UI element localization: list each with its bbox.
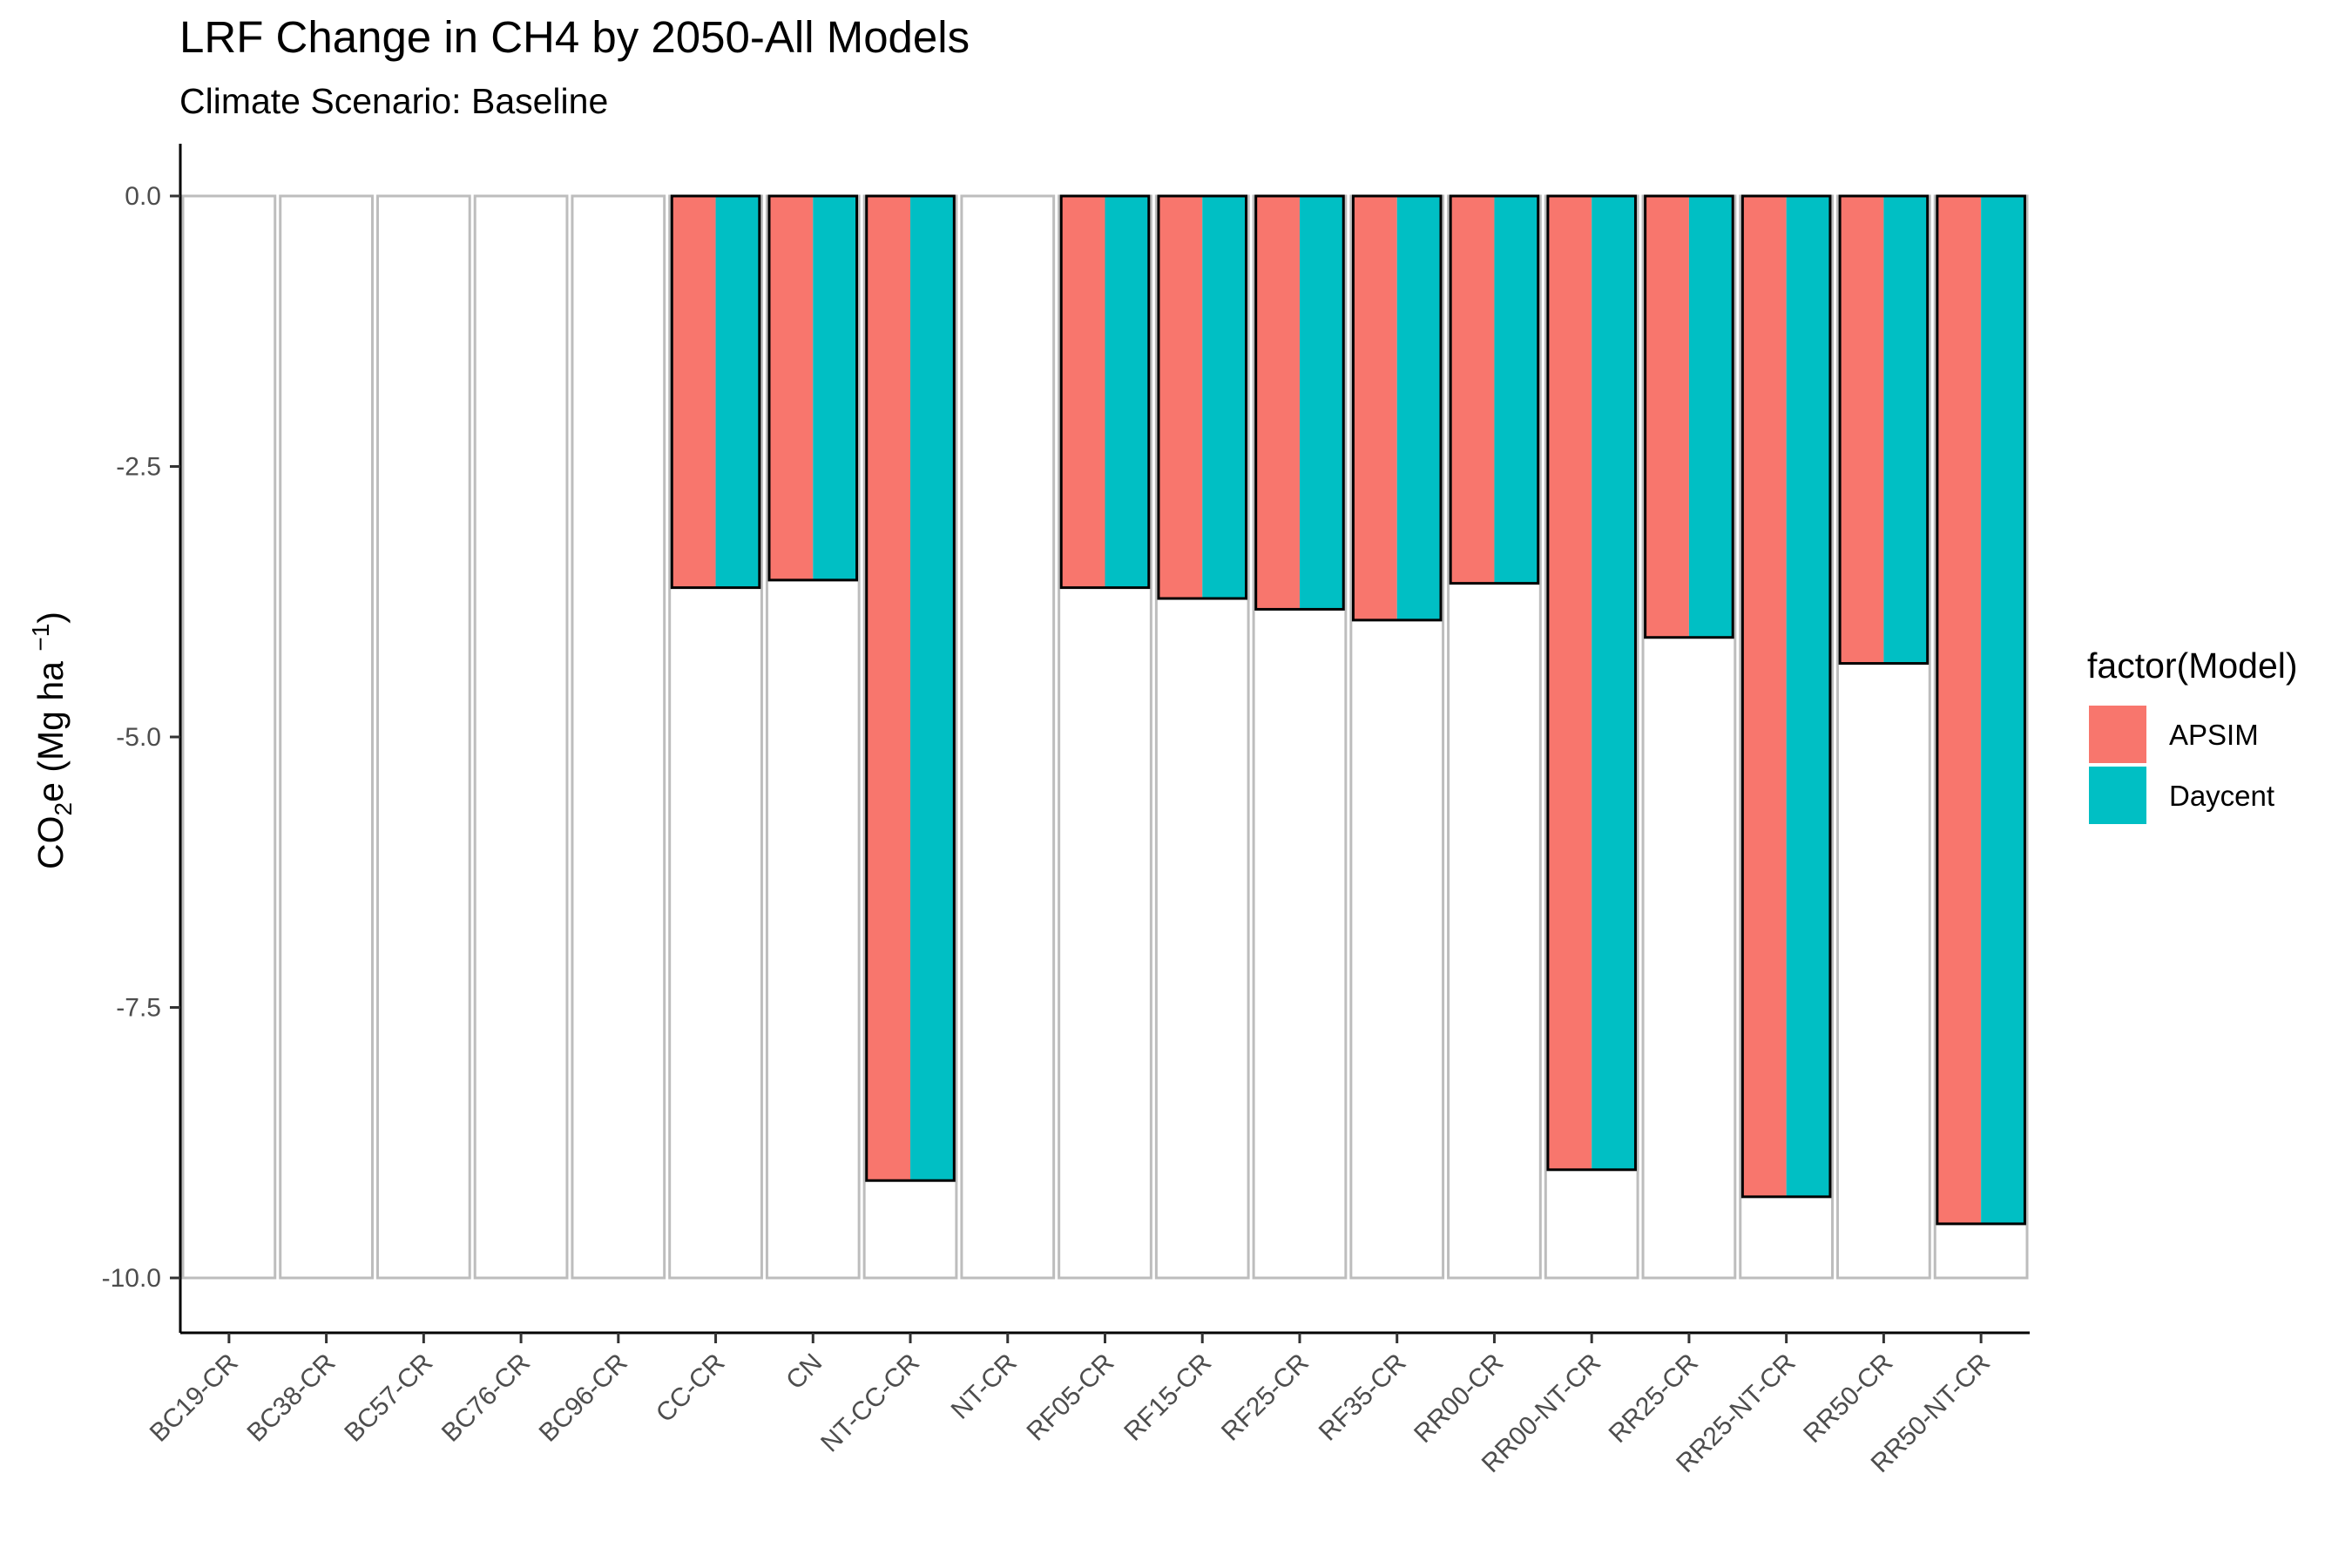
- bar-daycent-RR25-CR: [1688, 196, 1734, 638]
- legend-key-apsim: [2089, 706, 2146, 763]
- legend-label-daycent: Daycent: [2169, 780, 2274, 812]
- bar-apsim-RR50-NT-CR: [1936, 196, 1982, 1224]
- x-tick-label: BC76-CR: [436, 1348, 536, 1448]
- panel-BC38-CR: [279, 194, 374, 1280]
- legend-key-daycent: [2089, 767, 2146, 824]
- panel-BC76-CR: [473, 194, 569, 1280]
- x-tick-label: RF25-CR: [1216, 1348, 1315, 1447]
- bar-outline-RF15-CR: [1157, 194, 1248, 600]
- bar-daycent-RR50-CR: [1883, 196, 1928, 664]
- legend-items: APSIM Daycent: [2089, 706, 2274, 824]
- bar-outline-RR00-CR: [1449, 194, 1540, 585]
- panel-BC96-CR: [571, 194, 666, 1280]
- bar-outline-NT-CC-CR: [865, 194, 956, 1182]
- x-tick-label: RF15-CR: [1119, 1348, 1217, 1447]
- bar-daycent-NT-CC-CR: [910, 196, 955, 1181]
- bar-outline-RR25-NT-CR: [1740, 194, 1832, 1199]
- bar-apsim-RR00-CR: [1450, 196, 1495, 584]
- panel-BC57-CR: [375, 194, 471, 1280]
- x-tick-label: RR00-CR: [1409, 1348, 1509, 1449]
- y-tick-label: -2.5: [116, 453, 161, 482]
- x-tick-label: RF05-CR: [1022, 1348, 1120, 1447]
- bar-daycent-RF35-CR: [1396, 196, 1441, 620]
- y-tick-labels: 0.0 -2.5 -5.0 -7.5 -10.0: [102, 182, 180, 1293]
- bar-apsim-RF35-CR: [1353, 196, 1397, 620]
- bar-apsim-CN: [769, 196, 814, 580]
- bar-apsim-RF15-CR: [1158, 196, 1203, 599]
- bar-daycent-RR50-NT-CR: [1981, 196, 2025, 1224]
- bar-apsim-RR00-NT-CR: [1547, 196, 1592, 1170]
- x-tick-label: RR25-CR: [1604, 1348, 1704, 1449]
- panel-BC19-CR: [181, 194, 277, 1280]
- x-tick-label: RF35-CR: [1314, 1348, 1412, 1447]
- x-tick-label: CN: [781, 1348, 828, 1396]
- bar-apsim-NT-CC-CR: [866, 196, 911, 1181]
- x-tick-label: NT-CC-CR: [815, 1348, 925, 1458]
- y-tick-label: -10.0: [102, 1264, 161, 1293]
- chart-subtitle: Climate Scenario: Baseline: [179, 81, 608, 121]
- bar-outline-CC-CR: [670, 194, 761, 590]
- bar-outline-RR50-CR: [1838, 194, 1930, 666]
- bar-daycent-RR00-CR: [1494, 196, 1538, 584]
- y-tick-label: 0.0: [125, 182, 161, 211]
- bar-daycent-RF05-CR: [1105, 196, 1149, 588]
- legend-title: factor(Model): [2087, 645, 2298, 686]
- x-tick-label: BC19-CR: [145, 1348, 244, 1448]
- bar-outline-RR25-CR: [1644, 194, 1734, 639]
- panel-outline: [181, 194, 2029, 1280]
- panel-NT-CR: [960, 194, 1056, 1280]
- bar-daycent-CN: [813, 196, 857, 580]
- y-tick-label: -5.0: [116, 723, 161, 752]
- bar-outline-RF35-CR: [1351, 194, 1443, 622]
- bar-daycent-RR00-NT-CR: [1592, 196, 1636, 1170]
- bars: [670, 194, 2026, 1226]
- bar-apsim-RF25-CR: [1255, 196, 1300, 610]
- x-tick-label: RR50-CR: [1798, 1348, 1898, 1449]
- bar-outline-RF05-CR: [1059, 194, 1151, 590]
- x-tick-label: BC38-CR: [241, 1348, 341, 1448]
- bar-apsim-RR25-CR: [1645, 196, 1689, 638]
- y-axis-title: CO2e (Mg ha −1): [27, 612, 77, 869]
- bar-daycent-CC-CR: [715, 196, 760, 588]
- y-tick-label: -7.5: [116, 994, 161, 1023]
- bar-outline-RR00-NT-CR: [1546, 194, 1637, 1172]
- bar-outline-RR50-NT-CR: [1936, 194, 2026, 1226]
- bar-outline-CN: [767, 194, 859, 582]
- bar-outline-RF25-CR: [1254, 194, 1345, 611]
- bar-apsim-RR50-CR: [1840, 196, 1884, 664]
- legend: factor(Model) APSIM Daycent: [2087, 645, 2298, 824]
- bar-daycent-RF25-CR: [1299, 196, 1344, 610]
- bar-apsim-RF05-CR: [1061, 196, 1105, 588]
- x-tick-label: NT-CR: [946, 1348, 1023, 1425]
- bar-apsim-RR25-NT-CR: [1742, 196, 1787, 1197]
- bar-daycent-RR25-NT-CR: [1786, 196, 1830, 1197]
- x-tick-label: BC57-CR: [339, 1348, 438, 1448]
- bar-apsim-CC-CR: [672, 196, 716, 588]
- chart-title: LRF Change in CH4 by 2050-All Models: [179, 12, 970, 62]
- bar-daycent-RF15-CR: [1202, 196, 1247, 599]
- x-tick-label: CC-CR: [651, 1348, 731, 1429]
- legend-label-apsim: APSIM: [2169, 719, 2259, 751]
- x-tick-label: BC96-CR: [534, 1348, 633, 1448]
